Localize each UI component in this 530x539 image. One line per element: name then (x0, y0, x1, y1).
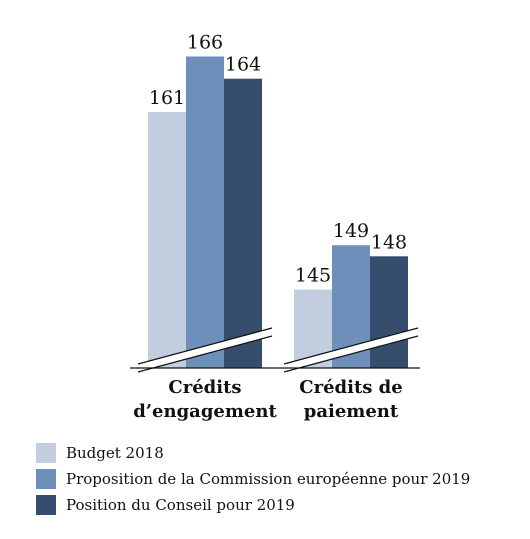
legend-swatch (36, 443, 56, 463)
legend-item-budget-2018: Budget 2018 (36, 440, 470, 466)
value-label: 166 (187, 32, 223, 54)
axis-break-line (137, 335, 273, 373)
category-label: d’engagement (133, 401, 277, 422)
value-label: 149 (333, 220, 369, 242)
axis-break-line (283, 335, 419, 373)
legend-item-council-2019: Position du Conseil pour 2019 (36, 492, 470, 518)
value-label: 148 (371, 231, 407, 253)
category-label: paiement (304, 401, 399, 422)
legend-swatch (36, 469, 56, 489)
axis-break-line (137, 327, 273, 365)
axis-break-band (138, 328, 272, 372)
legend-label: Proposition de la Commission européenne … (66, 470, 471, 488)
bars-layer (148, 56, 408, 368)
bar (148, 112, 186, 368)
value-label: 161 (149, 87, 185, 109)
legend-swatch (36, 495, 56, 515)
category-label: Crédits de (299, 377, 402, 398)
legend-item-commission-2019: Proposition de la Commission européenne … (36, 466, 470, 492)
legend-label: Budget 2018 (66, 444, 164, 462)
axis-break-layer (137, 327, 419, 373)
legend: Budget 2018 Proposition de la Commission… (36, 440, 470, 518)
bar (370, 256, 408, 368)
legend-label: Position du Conseil pour 2019 (66, 496, 295, 514)
value-label: 145 (295, 265, 331, 287)
value-label: 164 (225, 54, 261, 76)
axis-break-line (283, 327, 419, 365)
bar (186, 56, 224, 368)
axis-break-band (284, 328, 418, 372)
category-label: Crédits (168, 377, 241, 398)
category-labels-layer: Crédits d’engagement Crédits de paiement (133, 377, 403, 422)
bar (224, 78, 262, 368)
